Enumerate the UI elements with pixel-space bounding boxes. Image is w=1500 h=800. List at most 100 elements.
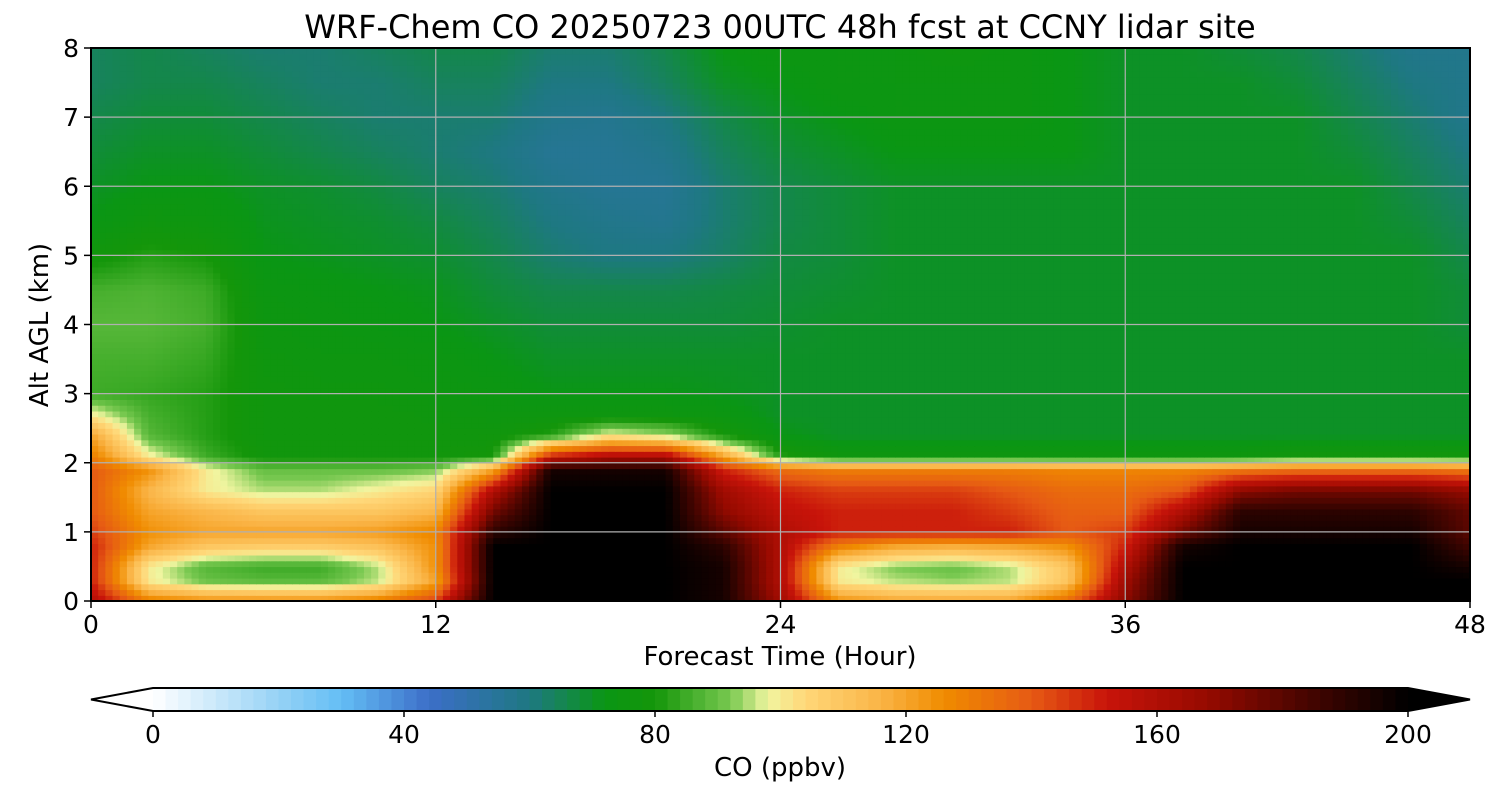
heatmap-cell <box>507 491 516 498</box>
heatmap-cell <box>162 554 171 562</box>
heatmap-cell <box>679 577 688 585</box>
heatmap-cell <box>945 531 954 539</box>
heatmap-cell <box>220 451 229 458</box>
heatmap-cell <box>557 456 566 464</box>
heatmap-cell <box>141 543 150 550</box>
heatmap-cell <box>751 508 760 516</box>
heatmap-cell <box>478 595 487 601</box>
heatmap-cell <box>500 468 509 475</box>
heatmap-cell <box>521 520 530 527</box>
heatmap-cell <box>615 566 624 573</box>
heatmap-cell <box>873 589 882 596</box>
heatmap-cell <box>1010 554 1019 562</box>
heatmap-cell <box>773 543 782 550</box>
heatmap-cell <box>335 595 343 601</box>
heatmap-cell <box>277 456 286 464</box>
heatmap-cell <box>1146 560 1155 568</box>
heatmap-cell <box>557 468 566 475</box>
heatmap-cell <box>931 474 940 481</box>
heatmap-cell <box>191 462 200 470</box>
heatmap-cell <box>751 531 760 539</box>
heatmap-cell <box>593 485 602 493</box>
heatmap-cell <box>105 572 114 579</box>
heatmap-cell <box>1074 572 1083 579</box>
heatmap-cell <box>873 491 882 498</box>
heatmap-cell <box>1089 508 1098 516</box>
heatmap-cell <box>1010 480 1019 487</box>
heatmap-cell <box>385 537 394 544</box>
heatmap-cell <box>629 537 638 544</box>
heatmap-cell <box>213 526 221 533</box>
heatmap-cell <box>881 468 889 475</box>
heatmap-cell <box>1448 485 1457 493</box>
heatmap-cell <box>1319 595 1327 601</box>
heatmap-cell <box>644 589 652 596</box>
heatmap-cell <box>493 526 501 533</box>
heatmap-cell <box>1276 526 1284 533</box>
heatmap-cell <box>399 468 408 475</box>
heatmap-cell <box>1053 537 1062 544</box>
heatmap-cell <box>1125 531 1134 539</box>
heatmap-cell <box>1060 526 1069 533</box>
heatmap-cell <box>241 491 250 498</box>
heatmap-cell <box>622 462 631 470</box>
heatmap-cell <box>938 480 947 487</box>
heatmap-cell <box>1096 543 1105 550</box>
heatmap-cell <box>888 560 897 568</box>
heatmap-cell <box>1261 491 1270 498</box>
heatmap-cell <box>198 560 207 568</box>
heatmap-cell <box>1010 456 1019 464</box>
heatmap-cell <box>249 549 257 556</box>
heatmap-cell <box>622 514 631 521</box>
heatmap-cell <box>938 508 947 516</box>
heatmap-cell <box>809 549 818 556</box>
heatmap-cell <box>1074 589 1083 596</box>
heatmap-cell <box>478 480 487 487</box>
heatmap-cell <box>1218 508 1227 516</box>
heatmap-cell <box>105 526 114 533</box>
heatmap-cell <box>1189 560 1198 568</box>
heatmap-cell <box>1261 468 1270 475</box>
heatmap-cell <box>1362 554 1371 562</box>
heatmap-cell <box>1067 485 1076 493</box>
heatmap-cell <box>1333 589 1342 596</box>
heatmap-cell <box>1060 566 1069 573</box>
heatmap-cell <box>1003 566 1011 573</box>
heatmap-cell <box>1405 589 1414 596</box>
heatmap-cell <box>1240 531 1248 539</box>
heatmap-cell <box>177 595 185 601</box>
heatmap-cell <box>335 491 343 498</box>
heatmap-cell <box>464 451 473 458</box>
heatmap-cell <box>407 462 415 470</box>
heatmap-cell <box>938 456 947 464</box>
heatmap-cell <box>1340 543 1349 550</box>
heatmap-cell <box>1311 520 1320 527</box>
heatmap-cell <box>1268 520 1277 527</box>
heatmap-cell <box>651 485 659 493</box>
heatmap-cell <box>371 577 379 585</box>
heatmap-cell <box>371 468 379 475</box>
heatmap-cell <box>363 560 372 568</box>
heatmap-cell <box>1333 537 1342 544</box>
heatmap-cell <box>1297 583 1306 591</box>
heatmap-cell <box>845 595 853 601</box>
heatmap-cell <box>945 595 954 601</box>
heatmap-cell <box>586 468 595 475</box>
heatmap-cell <box>651 554 659 562</box>
heatmap-cell <box>342 503 351 510</box>
heatmap-cell <box>1283 474 1292 481</box>
heatmap-cell <box>1362 462 1371 470</box>
heatmap-cell <box>651 537 659 544</box>
heatmap-cell <box>572 468 580 475</box>
heatmap-cell <box>859 491 868 498</box>
heatmap-cell <box>1089 462 1098 470</box>
heatmap-cell <box>830 497 839 504</box>
heatmap-cell <box>902 543 911 550</box>
heatmap-cell <box>421 491 430 498</box>
heatmap-cell <box>284 456 293 464</box>
heatmap-cell <box>1060 595 1069 601</box>
heatmap-cell <box>1024 491 1033 498</box>
heatmap-cell <box>1369 572 1378 579</box>
heatmap-cell <box>1283 480 1292 487</box>
heatmap-cell <box>672 537 681 544</box>
